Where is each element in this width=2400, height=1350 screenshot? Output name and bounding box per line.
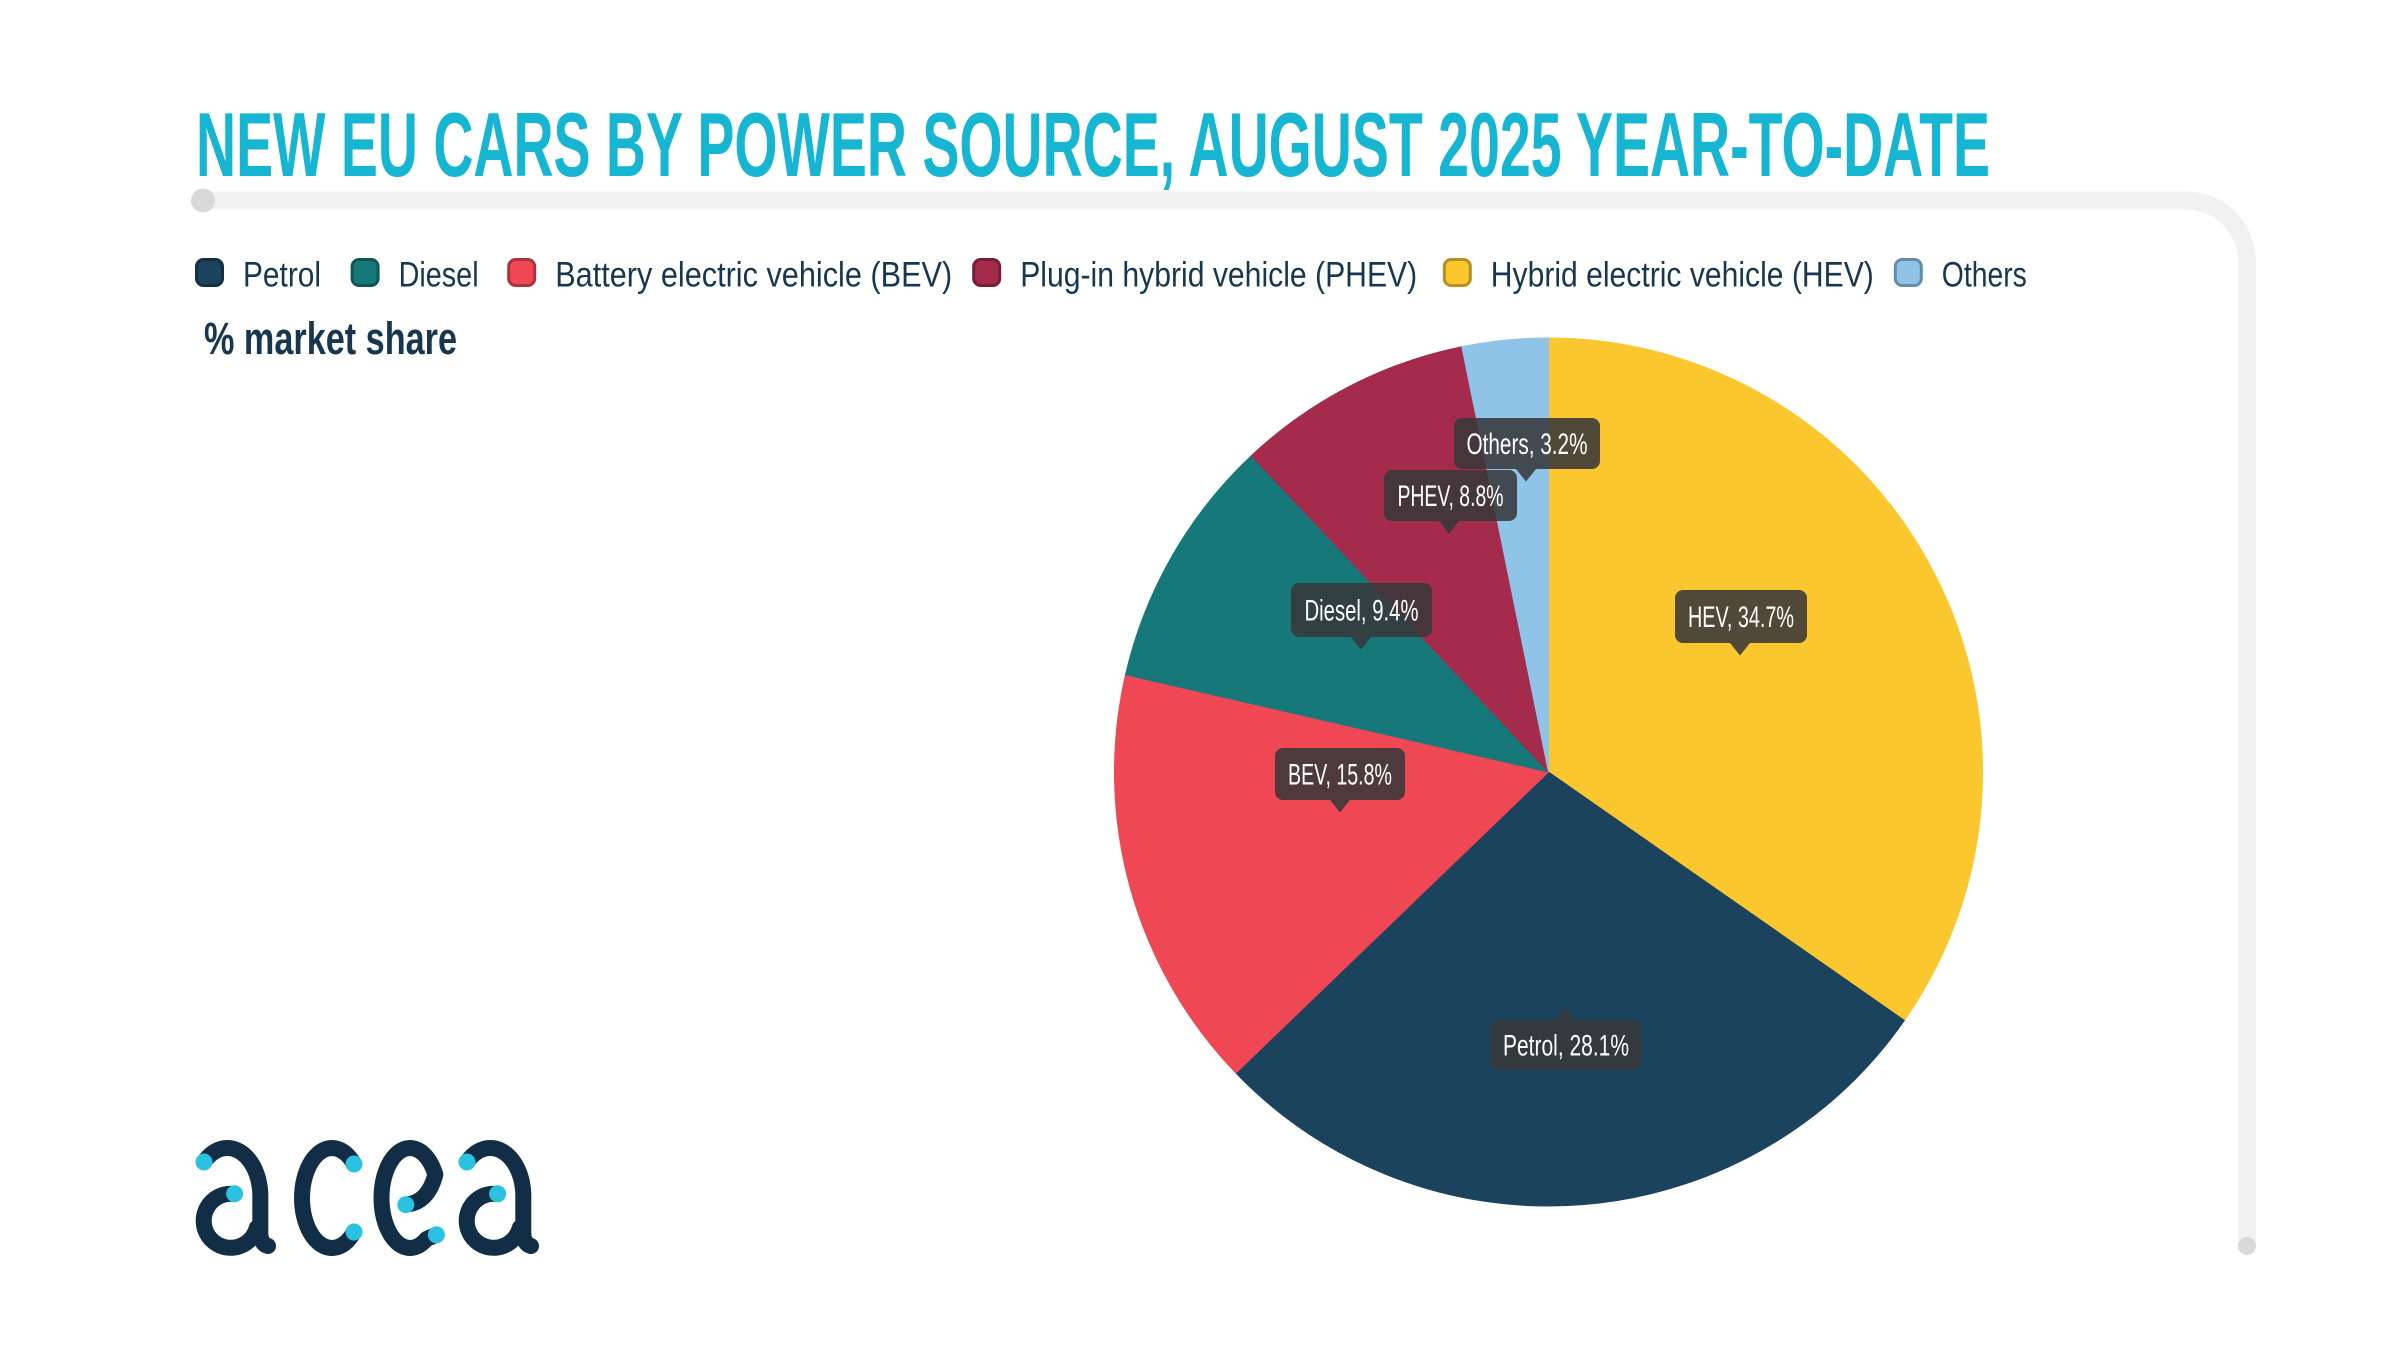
svg-text:Battery electric vehicle (BEV): Battery electric vehicle (BEV)	[555, 256, 952, 295]
svg-text:Petrol, 28.1%: Petrol, 28.1%	[1503, 1030, 1629, 1063]
svg-text:Plug-in hybrid vehicle (PHEV): Plug-in hybrid vehicle (PHEV)	[1020, 256, 1417, 295]
svg-text:HEV, 34.7%: HEV, 34.7%	[1688, 601, 1794, 634]
svg-text:Hybrid electric vehicle (HEV): Hybrid electric vehicle (HEV)	[1491, 256, 1874, 295]
svg-text:Diesel, 9.4%: Diesel, 9.4%	[1305, 595, 1419, 628]
svg-text:Others, 3.2%: Others, 3.2%	[1467, 428, 1588, 461]
svg-text:Petrol: Petrol	[243, 256, 321, 295]
svg-text:NEW EU CARS BY POWER SOURCE, A: NEW EU CARS BY POWER SOURCE, AUGUST 2025…	[196, 95, 1990, 196]
svg-text:PHEV, 8.8%: PHEV, 8.8%	[1398, 480, 1504, 513]
svg-text:% market share: % market share	[204, 313, 457, 364]
svg-text:Others: Others	[1942, 256, 2027, 295]
svg-text:BEV, 15.8%: BEV, 15.8%	[1288, 759, 1392, 792]
svg-text:Diesel: Diesel	[399, 256, 479, 295]
